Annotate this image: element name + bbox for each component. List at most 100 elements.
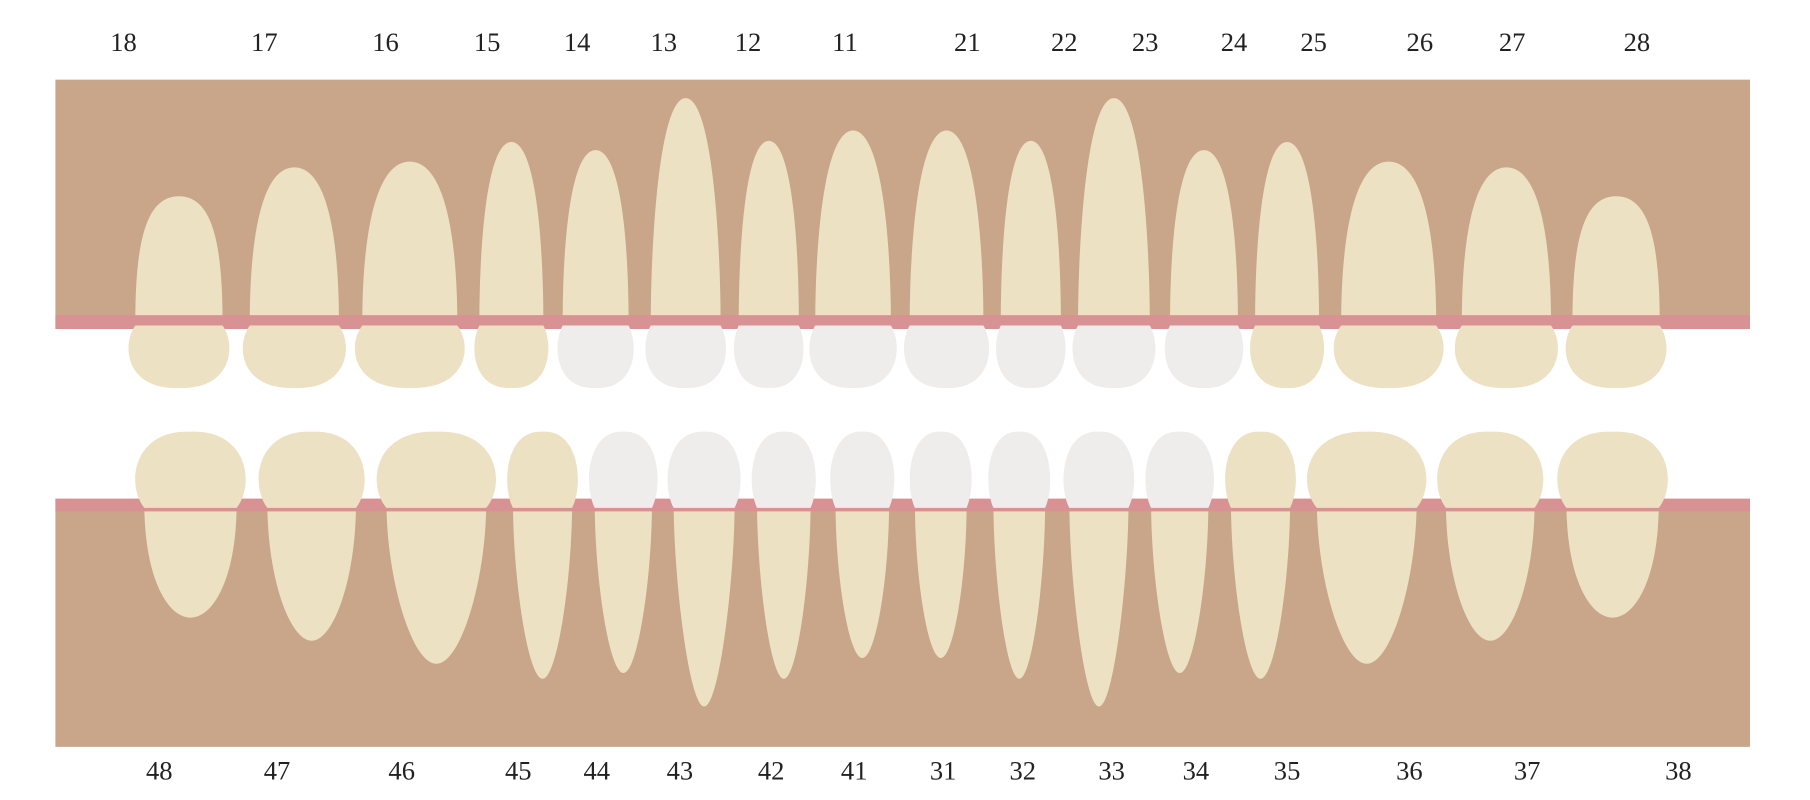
tooth-crown (589, 431, 658, 508)
tooth-crown (376, 431, 497, 508)
tooth-crown (128, 325, 230, 388)
tooth-number: 18 (110, 27, 137, 57)
tooth-number: 26 (1407, 27, 1434, 57)
tooth-crown (1072, 325, 1156, 388)
tooth-number: 48 (146, 756, 173, 786)
tooth-number: 35 (1274, 756, 1301, 786)
tooth-crown (1437, 431, 1544, 508)
tooth-number: 23 (1132, 27, 1159, 57)
tooth-crown (1063, 431, 1135, 508)
tooth-root (249, 167, 339, 324)
tooth-root (815, 130, 891, 324)
tooth-number: 45 (505, 756, 532, 786)
tooth-crown (1557, 431, 1668, 508)
labels: 18 17 16 15 14 13 12 11 21 22 23 24 25 26 27 28 48 47 46 45… (110, 27, 1691, 785)
tooth-root (1316, 503, 1417, 664)
tooth-number: 37 (1514, 756, 1541, 786)
tooth-crown (354, 325, 465, 388)
roots (135, 98, 1660, 707)
tooth-number: 44 (584, 756, 611, 786)
tooth-root (673, 503, 735, 707)
tooth-crown (1225, 431, 1296, 508)
tooth-root (1255, 141, 1320, 324)
tooth-crown (1565, 325, 1667, 388)
tooth-number: 24 (1221, 27, 1248, 57)
tooth-root (1445, 503, 1535, 641)
tooth-number: 42 (758, 756, 785, 786)
tooth-number: 25 (1300, 27, 1327, 57)
tooth-root (1000, 140, 1061, 324)
tooth-root (267, 503, 356, 641)
tooth-root (362, 161, 458, 324)
tooth-crown (557, 325, 634, 388)
tooth-number: 27 (1499, 27, 1526, 57)
tooth-crown (1145, 431, 1215, 508)
tooth-root (993, 503, 1046, 679)
tooth-root (1341, 161, 1437, 324)
tooth-crown (667, 431, 741, 508)
tooth-root (1170, 150, 1238, 324)
tooth-number: 12 (735, 27, 762, 57)
tooth-crown (258, 431, 365, 508)
tooth-root (738, 140, 799, 324)
upper-gumline (55, 315, 1750, 330)
tooth-number: 13 (650, 27, 677, 57)
tooth-root (1230, 503, 1291, 679)
tooth-root (1151, 503, 1209, 674)
tooth-root (594, 503, 652, 674)
tooth-crown (1250, 325, 1325, 388)
tooth-crown (135, 431, 246, 508)
tooth-crown (830, 431, 895, 508)
tooth-crown (242, 325, 346, 388)
tooth-crown (988, 431, 1051, 508)
tooth-number: 28 (1624, 27, 1651, 57)
tooth-root (914, 503, 967, 659)
tooth-crown (751, 431, 816, 508)
tooth-root (512, 503, 573, 679)
tooth-crown (645, 325, 727, 388)
tooth-root (562, 150, 629, 324)
tooth-root (1572, 196, 1660, 324)
tooth-crown (474, 325, 549, 388)
tooth-number: 34 (1183, 756, 1210, 786)
tooth-crown (1454, 325, 1558, 388)
crowns (128, 325, 1668, 508)
tooth-crown (903, 325, 990, 388)
tooth-root (757, 503, 811, 679)
tooth-number: 14 (564, 27, 591, 57)
tooth-number: 41 (841, 756, 868, 786)
tooth-root (1461, 167, 1552, 324)
tooth-crown (734, 325, 804, 388)
tooth-number: 38 (1665, 756, 1692, 786)
tooth-number: 36 (1396, 756, 1423, 786)
tooth-crown (996, 325, 1066, 388)
tooth-number: 47 (264, 756, 291, 786)
tooth-number: 21 (954, 27, 981, 57)
tooth-crown (507, 431, 578, 508)
tooth-number: 31 (930, 756, 957, 786)
tooth-crown (1333, 325, 1444, 388)
tooth-crown (909, 431, 972, 508)
tooth-root (144, 503, 237, 618)
tooth-root (909, 130, 984, 324)
tooth-number: 17 (251, 27, 278, 57)
tooth-root (135, 196, 223, 324)
tooth-root (650, 98, 721, 324)
tooth-number: 46 (388, 756, 415, 786)
tooth-number: 15 (474, 27, 501, 57)
tooth-root (1078, 98, 1150, 324)
tooth-root (386, 503, 487, 664)
tooth-number: 32 (1009, 756, 1036, 786)
tooth-number: 11 (832, 27, 858, 57)
tooth-crown (809, 325, 897, 388)
tooth-root (1069, 503, 1129, 707)
tooth-root (1566, 503, 1659, 618)
tooth-number: 16 (372, 27, 399, 57)
tooth-number: 33 (1098, 756, 1125, 786)
tooth-root (835, 503, 890, 659)
tooth-number: 43 (667, 756, 694, 786)
tooth-crown (1164, 325, 1244, 388)
tooth-number: 22 (1051, 27, 1078, 57)
